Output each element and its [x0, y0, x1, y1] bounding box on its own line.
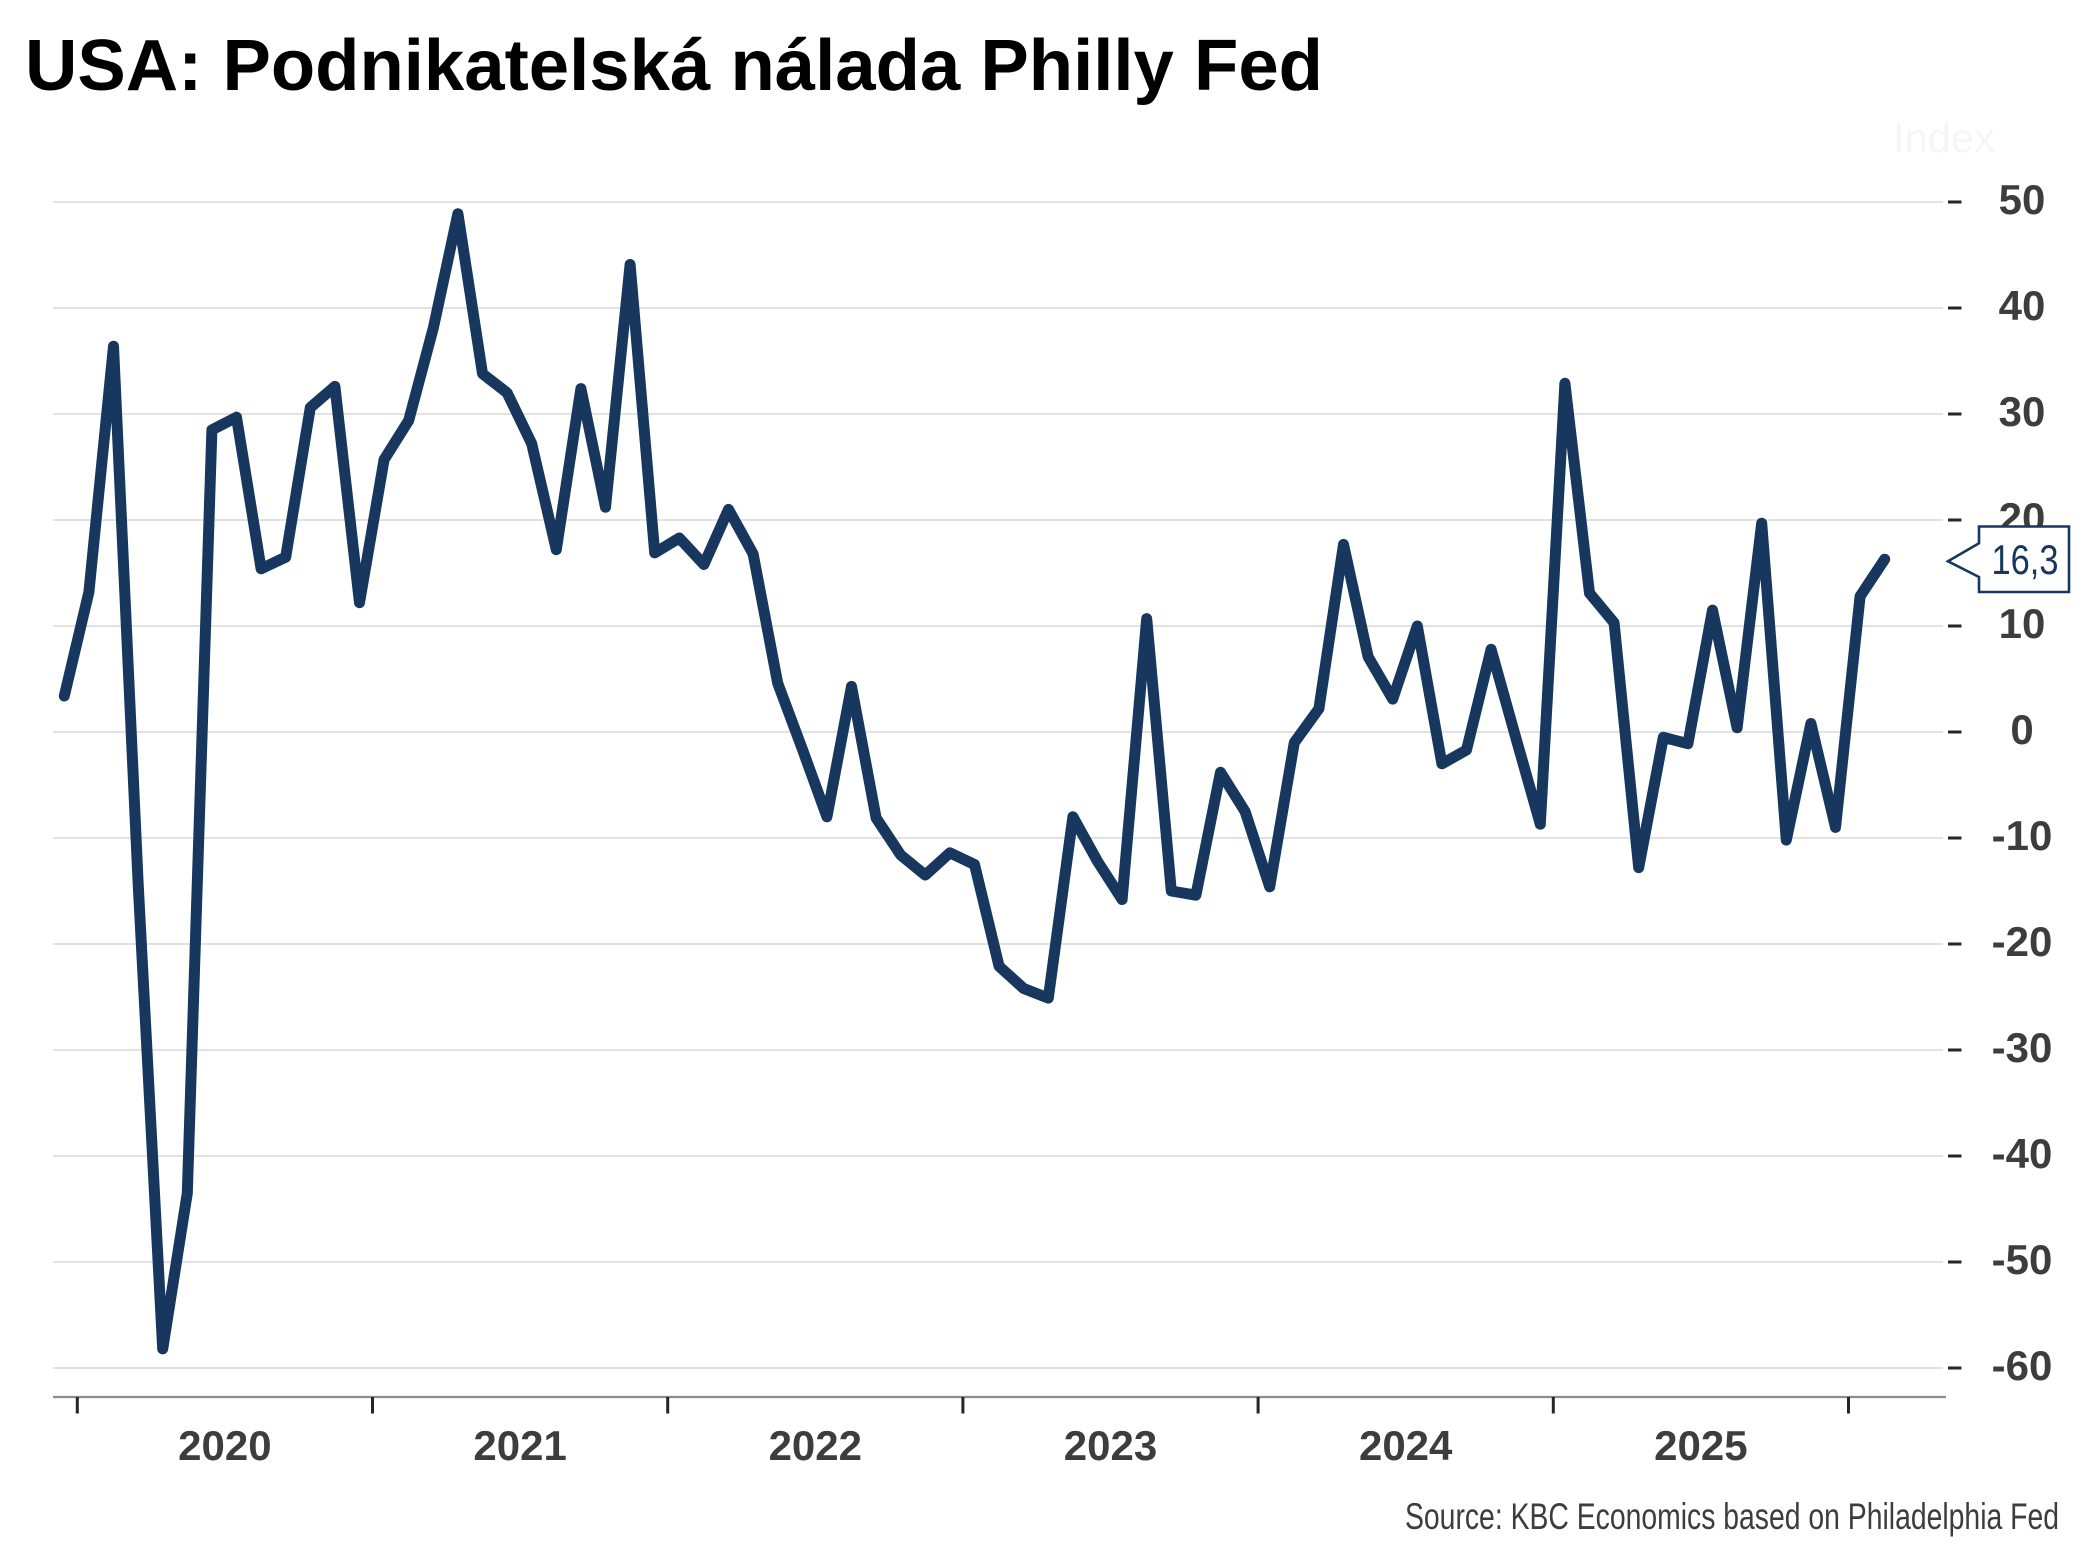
svg-text:0: 0	[2010, 706, 2033, 753]
svg-text:USA: Podnikatelská nálada Phil: USA: Podnikatelská nálada Philly Fed	[25, 26, 1323, 106]
svg-text:2025: 2025	[1654, 1422, 1747, 1469]
svg-text:10: 10	[1999, 600, 2046, 647]
svg-text:-40: -40	[1992, 1130, 2053, 1177]
svg-text:-20: -20	[1992, 918, 2053, 965]
svg-text:40: 40	[1999, 282, 2046, 329]
svg-text:-30: -30	[1992, 1024, 2053, 1071]
svg-text:30: 30	[1999, 388, 2046, 435]
svg-text:Source: KBC Economics based on: Source: KBC Economics based on Philadelp…	[1405, 1496, 2059, 1537]
svg-text:2020: 2020	[178, 1422, 271, 1469]
svg-text:16,3: 16,3	[1992, 536, 2059, 583]
svg-text:-10: -10	[1992, 812, 2053, 859]
svg-text:2023: 2023	[1064, 1422, 1157, 1469]
svg-text:2021: 2021	[473, 1422, 566, 1469]
svg-text:2022: 2022	[769, 1422, 862, 1469]
svg-text:-60: -60	[1992, 1342, 2053, 1389]
svg-text:2024: 2024	[1359, 1422, 1453, 1469]
svg-text:50: 50	[1999, 176, 2046, 223]
svg-text:Index: Index	[1893, 115, 1995, 161]
svg-text:-50: -50	[1992, 1236, 2053, 1283]
